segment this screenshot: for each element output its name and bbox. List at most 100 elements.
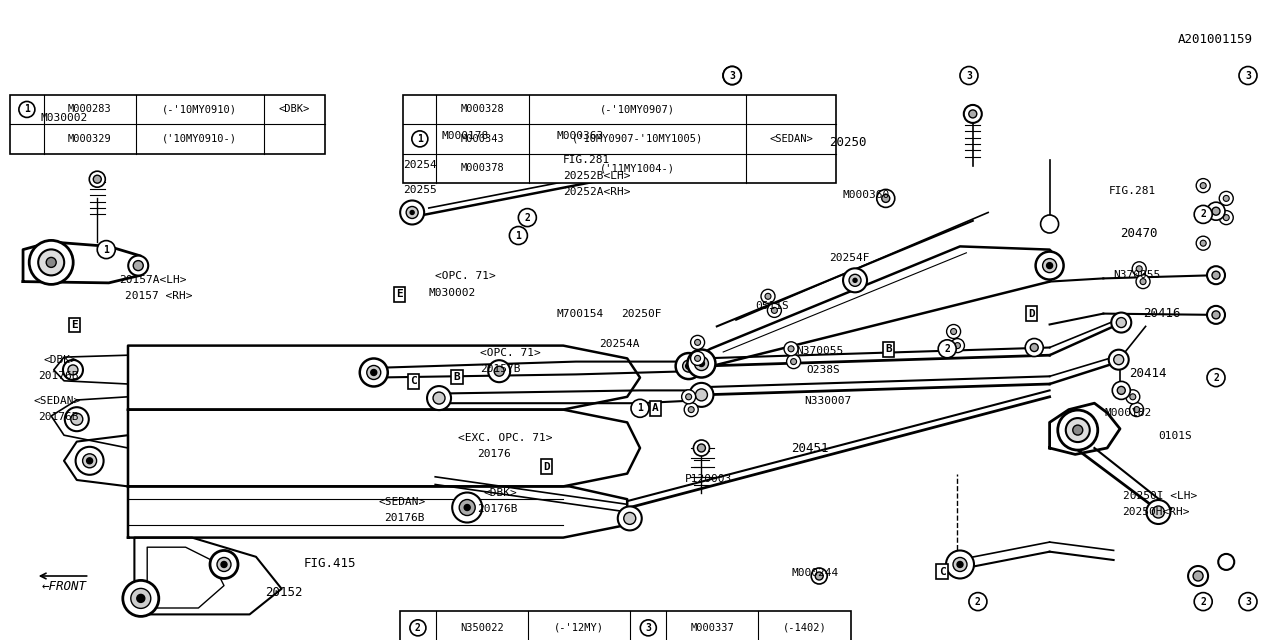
Circle shape — [964, 105, 982, 123]
Circle shape — [1133, 262, 1146, 276]
Circle shape — [133, 260, 143, 271]
Circle shape — [623, 513, 636, 524]
Circle shape — [762, 289, 774, 303]
Circle shape — [367, 365, 380, 380]
Text: 0101S: 0101S — [1158, 431, 1192, 442]
Text: M000182: M000182 — [1105, 408, 1152, 418]
Text: N330007: N330007 — [804, 396, 851, 406]
Circle shape — [1197, 179, 1210, 193]
Text: 3: 3 — [730, 70, 735, 81]
Circle shape — [1201, 182, 1206, 189]
Circle shape — [1057, 410, 1098, 450]
Circle shape — [1043, 259, 1056, 273]
Circle shape — [87, 458, 92, 464]
Text: 3: 3 — [1245, 70, 1251, 81]
Text: <DBK>: <DBK> — [279, 104, 310, 115]
Text: <OPC. 71>: <OPC. 71> — [435, 271, 495, 282]
Circle shape — [1117, 387, 1125, 394]
Text: ←FRONT: ←FRONT — [41, 580, 87, 593]
Circle shape — [488, 360, 511, 382]
Text: 20470: 20470 — [1120, 227, 1157, 240]
Text: 20254: 20254 — [403, 160, 436, 170]
Circle shape — [433, 392, 445, 404]
Text: <DBK>: <DBK> — [484, 488, 517, 498]
Circle shape — [686, 363, 691, 369]
Text: E: E — [396, 289, 403, 300]
Text: M700154: M700154 — [557, 308, 604, 319]
Circle shape — [951, 328, 956, 335]
Text: 20416: 20416 — [1143, 307, 1180, 320]
Text: <OPC. 71>: <OPC. 71> — [480, 348, 540, 358]
Text: M000360: M000360 — [842, 190, 890, 200]
Circle shape — [686, 394, 691, 400]
Circle shape — [1220, 191, 1233, 205]
Text: 20176B: 20176B — [38, 412, 79, 422]
Text: P120003: P120003 — [685, 474, 732, 484]
Text: 20414: 20414 — [1129, 367, 1166, 380]
Circle shape — [1111, 312, 1132, 333]
Text: ('10MY0910-): ('10MY0910-) — [163, 134, 237, 144]
Circle shape — [772, 307, 777, 314]
Circle shape — [1152, 506, 1165, 518]
Circle shape — [46, 257, 56, 268]
Text: 20252B<LH>: 20252B<LH> — [563, 171, 631, 181]
Text: 1: 1 — [516, 230, 521, 241]
Text: M030002: M030002 — [41, 113, 88, 124]
Circle shape — [1041, 215, 1059, 233]
Text: 0511S: 0511S — [755, 301, 788, 311]
Circle shape — [815, 572, 823, 580]
Text: 20176: 20176 — [477, 449, 511, 460]
Circle shape — [1197, 236, 1210, 250]
Circle shape — [93, 175, 101, 183]
Circle shape — [371, 369, 376, 376]
Text: (-'10MY0910): (-'10MY0910) — [163, 104, 237, 115]
Text: E: E — [70, 320, 78, 330]
Circle shape — [694, 440, 709, 456]
Text: <SEDAN>: <SEDAN> — [33, 396, 81, 406]
Text: <SEDAN>: <SEDAN> — [769, 134, 813, 144]
Circle shape — [410, 620, 426, 636]
Text: D: D — [543, 461, 550, 472]
Text: C: C — [410, 376, 417, 387]
Circle shape — [699, 360, 704, 367]
Text: 20254F: 20254F — [829, 253, 870, 263]
Circle shape — [218, 557, 230, 572]
Circle shape — [460, 500, 475, 516]
Text: (-'12MY): (-'12MY) — [554, 623, 604, 633]
Text: A201001159: A201001159 — [1178, 33, 1253, 46]
Circle shape — [690, 383, 713, 407]
Text: 20254A: 20254A — [599, 339, 640, 349]
Text: 20176B: 20176B — [384, 513, 425, 524]
Circle shape — [65, 407, 88, 431]
Circle shape — [682, 390, 695, 404]
Text: B: B — [453, 372, 461, 382]
Text: ('10MY0907-'10MY1005): ('10MY0907-'10MY1005) — [572, 134, 703, 144]
Circle shape — [685, 403, 698, 417]
Circle shape — [723, 67, 741, 84]
Circle shape — [1134, 406, 1139, 413]
Circle shape — [128, 255, 148, 276]
Circle shape — [1239, 67, 1257, 84]
Circle shape — [401, 200, 424, 225]
Circle shape — [1112, 381, 1130, 399]
Circle shape — [695, 339, 700, 346]
Text: 20250H<RH>: 20250H<RH> — [1123, 507, 1190, 517]
Circle shape — [969, 593, 987, 611]
Circle shape — [1212, 311, 1220, 319]
Circle shape — [785, 342, 797, 356]
Circle shape — [531, 147, 539, 154]
Text: M000363: M000363 — [557, 131, 604, 141]
Circle shape — [1137, 266, 1142, 272]
Text: 20250: 20250 — [829, 136, 867, 148]
Circle shape — [1193, 571, 1203, 581]
Circle shape — [768, 303, 781, 317]
Text: FIG.281: FIG.281 — [563, 155, 611, 165]
Text: M000329: M000329 — [68, 134, 111, 144]
Bar — [403, 95, 836, 183]
Text: 20157B: 20157B — [480, 364, 521, 374]
Circle shape — [787, 355, 800, 369]
Circle shape — [90, 172, 105, 187]
Circle shape — [1207, 369, 1225, 387]
Circle shape — [1114, 355, 1124, 365]
Circle shape — [465, 504, 470, 511]
